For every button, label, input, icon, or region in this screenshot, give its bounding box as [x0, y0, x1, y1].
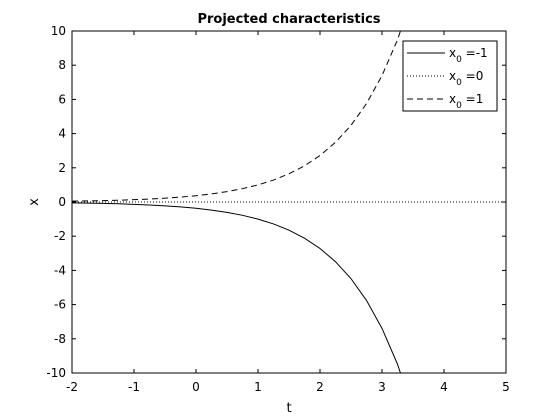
y-axis-label: x	[27, 198, 42, 206]
legend-label: x0 =1	[449, 92, 483, 111]
x-tick-label: 4	[440, 380, 448, 394]
y-tick-label: -6	[54, 298, 66, 312]
y-tick-label: -10	[46, 366, 66, 380]
plot-area	[72, 31, 506, 373]
y-tick-label: 10	[51, 24, 66, 38]
y-tick-label: 8	[58, 58, 66, 72]
y-tick-label: 6	[58, 92, 66, 106]
y-tick-label: -8	[54, 332, 66, 346]
series-line	[72, 31, 401, 202]
y-tick-label: -2	[54, 229, 66, 243]
y-tick-label: -4	[54, 263, 66, 277]
x-tick-label: -1	[128, 380, 140, 394]
y-tick-label: 0	[58, 195, 66, 209]
legend-label: x0 =0	[449, 69, 483, 88]
x-tick-label: 5	[502, 380, 510, 394]
x-axis-label: t	[286, 401, 291, 416]
series-line	[72, 202, 401, 373]
legend-label: x0 =-1	[449, 46, 488, 65]
y-tick-label: 2	[58, 161, 66, 175]
y-tick-label: 4	[58, 127, 66, 141]
chart-title: Projected characteristics	[197, 12, 380, 27]
x-tick-label: 3	[378, 380, 386, 394]
axes-box	[71, 30, 507, 374]
x-tick-label: 1	[254, 380, 262, 394]
x-tick-label: 0	[192, 380, 200, 394]
x-tick-label: -2	[66, 380, 78, 394]
x-tick-label: 2	[316, 380, 324, 394]
